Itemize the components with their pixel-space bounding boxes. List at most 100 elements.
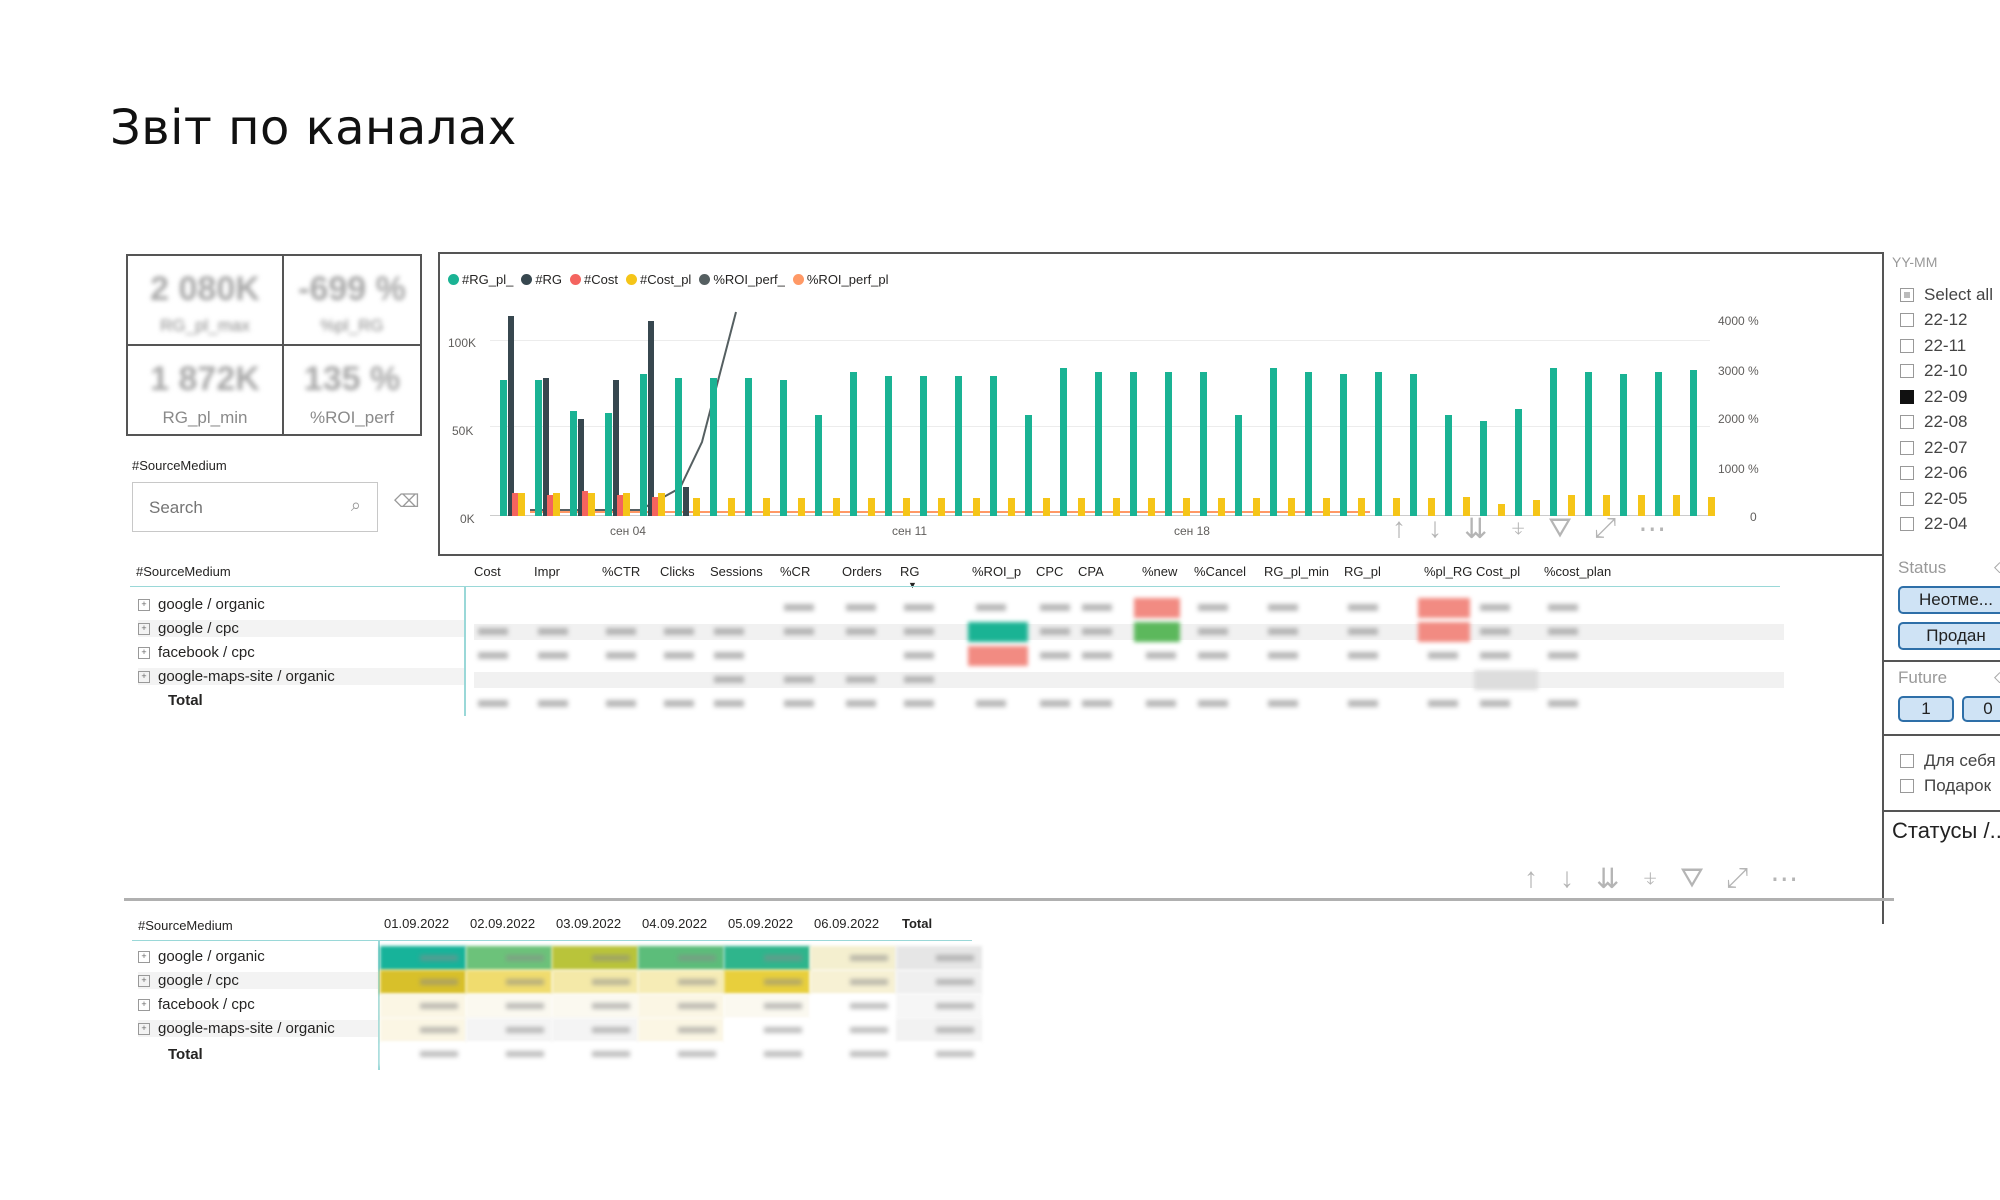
type-option[interactable]: Подарок [1900, 774, 1996, 800]
chart-bar[interactable] [535, 379, 542, 516]
matrix-row[interactable]: + facebook / cpc [138, 996, 378, 1013]
chart-bar[interactable] [1218, 498, 1225, 516]
chart-bar[interactable] [1358, 498, 1365, 516]
chart-bar[interactable] [1655, 372, 1662, 516]
expand-icon[interactable]: + [138, 951, 150, 964]
matrix-column-header[interactable]: RG_pl [1344, 564, 1381, 579]
expand-icon[interactable]: + [138, 647, 150, 660]
matrix-row[interactable]: + google / organic [138, 948, 378, 965]
matrix-column-header[interactable]: Sessions [710, 564, 763, 579]
checkbox[interactable] [1900, 364, 1914, 379]
status-option-unmarked[interactable]: Неотме... [1898, 586, 2000, 614]
chart-bar[interactable] [990, 375, 997, 516]
chart-bar[interactable] [903, 498, 910, 516]
chart-bar[interactable] [508, 315, 514, 516]
chart-bar[interactable] [1393, 498, 1400, 516]
matrix-row[interactable]: + google / cpc [138, 972, 378, 989]
chart-bar[interactable] [938, 498, 945, 516]
checkbox[interactable] [1900, 389, 1914, 404]
chart-bar[interactable] [1533, 500, 1540, 516]
chart-bar[interactable] [658, 492, 665, 516]
checkbox[interactable] [1900, 440, 1914, 455]
future-option-1[interactable]: 1 [1898, 696, 1954, 722]
matrix-column-header[interactable]: 01.09.2022 [384, 916, 450, 931]
chart-bar[interactable] [745, 377, 752, 516]
checkbox[interactable] [1900, 491, 1914, 506]
more-icon[interactable]: ⋯ [1638, 513, 1667, 544]
search-input[interactable] [147, 497, 331, 519]
chart-bar[interactable] [570, 410, 577, 516]
chart-bar[interactable] [652, 496, 658, 516]
chart-bar[interactable] [1323, 498, 1330, 516]
chart-bar[interactable] [547, 494, 553, 516]
chart-bar[interactable] [1620, 373, 1627, 516]
chart-bar[interactable] [1165, 372, 1172, 516]
chart-bar[interactable] [1095, 372, 1102, 516]
chart-bar[interactable] [512, 492, 518, 516]
matrix-column-header[interactable]: 06.09.2022 [814, 916, 880, 931]
expand-icon[interactable]: + [138, 623, 150, 636]
type-option[interactable]: Для себя [1900, 748, 1996, 774]
filter-icon[interactable]: ⛛ [1548, 512, 1572, 543]
legend-item[interactable]: #RG [521, 272, 562, 287]
matrix-column-header[interactable]: Orders [842, 564, 882, 579]
chart-bar[interactable] [1235, 414, 1242, 516]
legend-item[interactable]: %ROI_perf_pl [792, 272, 889, 287]
expand-icon[interactable]: + [138, 1023, 150, 1036]
matrix-column-header[interactable]: %CR [780, 564, 811, 579]
chart-bar[interactable] [1288, 498, 1295, 516]
future-option-0[interactable]: 0 [1962, 696, 2000, 722]
checkbox[interactable] [1900, 779, 1914, 794]
chart-bar[interactable] [1428, 498, 1435, 516]
chart-bar[interactable] [1305, 372, 1312, 516]
chart-bar[interactable] [1200, 372, 1207, 516]
matrix-column-header[interactable]: CPA [1078, 564, 1104, 579]
chart-bar[interactable] [543, 377, 549, 516]
month-option[interactable]: 22-07 [1900, 435, 2000, 461]
chart-bar[interactable] [1375, 372, 1382, 516]
chart-bar[interactable] [1078, 498, 1085, 516]
arrow-up-icon[interactable]: ↑ [1392, 512, 1406, 543]
chart-bar[interactable] [763, 498, 770, 516]
chart-bar[interactable] [1585, 372, 1592, 516]
chart-bar[interactable] [850, 372, 857, 516]
chart-bar[interactable] [1463, 496, 1470, 516]
chart-bar[interactable] [1603, 494, 1610, 516]
arrow-up-icon[interactable]: ↑ [1524, 862, 1538, 893]
matrix-column-header[interactable]: Impr [534, 564, 560, 579]
matrix-column-header[interactable]: %cost_plan [1544, 564, 1612, 579]
matrix-column-header[interactable]: %pl_RG [1424, 564, 1473, 579]
double-arrow-down-icon[interactable]: ⇊ [1596, 863, 1620, 894]
checkbox[interactable] [1900, 338, 1914, 353]
matrix-row[interactable]: + facebook / cpc [138, 644, 464, 661]
matrix-column-header[interactable]: Clicks [660, 564, 695, 579]
expand-hierarchy-icon[interactable]: ⍖ [1509, 512, 1527, 543]
focus-mode-icon[interactable]: ⤢ [1593, 512, 1617, 543]
matrix-column-header[interactable]: CPC [1036, 564, 1064, 579]
chart-bar[interactable] [1113, 498, 1120, 516]
chart-bar[interactable] [1410, 373, 1417, 516]
legend-item[interactable]: #Cost [570, 272, 618, 287]
matrix-row[interactable]: + google / cpc [138, 620, 464, 637]
matrix-column-header[interactable]: 04.09.2022 [642, 916, 708, 931]
chart-bar[interactable] [605, 412, 612, 516]
chart-bar[interactable] [780, 379, 787, 516]
chart-bar[interactable] [1445, 414, 1452, 516]
matrix-column-header[interactable]: Total [902, 916, 933, 931]
chart-bar[interactable] [1480, 420, 1487, 516]
chart-bar[interactable] [1515, 409, 1522, 516]
chart-bar[interactable] [1270, 368, 1277, 516]
expand-icon[interactable]: + [138, 975, 150, 988]
month-option[interactable]: 22-10 [1900, 359, 2000, 385]
matrix-column-header[interactable]: 02.09.2022 [470, 916, 536, 931]
month-option[interactable]: Select all [1900, 282, 2000, 308]
chart-bar[interactable] [885, 375, 892, 516]
chart-bar[interactable] [1253, 498, 1260, 516]
matrix-column-header[interactable]: %new [1142, 564, 1178, 579]
chart-bar[interactable] [1638, 494, 1645, 516]
chart-bar[interactable] [1550, 368, 1557, 516]
eraser-icon[interactable]: ⌫ [1994, 560, 2000, 577]
expand-hierarchy-icon[interactable]: ⍖ [1641, 862, 1659, 893]
matrix-column-header[interactable]: %Cancel [1194, 564, 1247, 579]
matrix-column-header[interactable]: RG_pl_min [1264, 564, 1330, 579]
